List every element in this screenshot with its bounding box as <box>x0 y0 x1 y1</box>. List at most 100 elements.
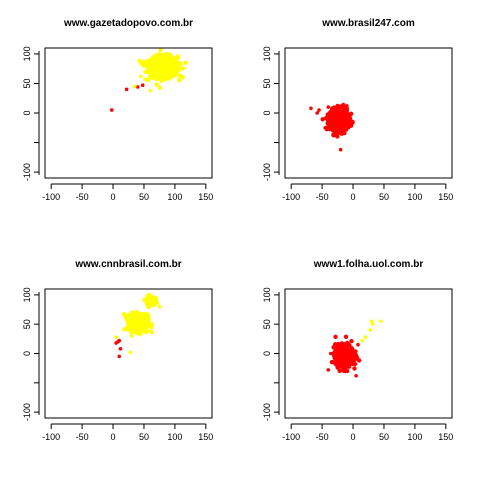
outlier-point <box>345 104 349 108</box>
outlier-point <box>117 354 122 359</box>
data-points <box>326 319 383 378</box>
y-tick-label: -100 <box>262 163 272 181</box>
cluster-point <box>122 327 127 332</box>
cluster-point <box>150 73 155 78</box>
cluster-point <box>183 60 188 65</box>
x-tick-label: 50 <box>379 192 389 202</box>
cluster-point <box>345 121 350 127</box>
cluster-point <box>166 74 171 79</box>
x-tick-label: -50 <box>316 192 329 202</box>
outlier-point <box>356 342 360 347</box>
x-tick-label: 100 <box>167 432 182 442</box>
x-tick-label: -50 <box>76 432 89 442</box>
x-tick-label: 150 <box>438 432 453 442</box>
cluster-point <box>153 55 158 60</box>
outlier-point <box>114 335 118 339</box>
y-axis: -100 0 50 100 <box>22 287 40 421</box>
cluster-point <box>335 346 341 351</box>
cluster-point <box>160 63 165 68</box>
outlier-point <box>328 351 333 356</box>
x-axis: -100 -50 0 50 100 150 <box>42 423 213 442</box>
cluster-point <box>154 82 159 87</box>
cluster-point <box>337 353 342 358</box>
y-tick-label: 50 <box>262 78 272 88</box>
x-tick-label: 0 <box>111 432 116 442</box>
cluster-point <box>165 67 170 73</box>
cluster-point <box>137 327 143 333</box>
cluster-point <box>349 338 354 344</box>
y-tick-label: 50 <box>262 319 272 329</box>
outlier-point <box>315 111 319 115</box>
x-tick-label: 50 <box>139 432 149 442</box>
cluster-point <box>142 297 147 303</box>
cluster-point <box>332 118 337 123</box>
y-tick-label: 0 <box>262 110 272 115</box>
outlier-point <box>148 88 152 93</box>
outlier-point <box>323 125 328 130</box>
outlier-point <box>117 338 122 343</box>
outlier-point <box>317 108 321 112</box>
x-tick-label: 0 <box>351 432 356 442</box>
x-tick-label: -100 <box>42 192 60 202</box>
data-points <box>114 289 162 359</box>
cluster-point <box>356 358 362 363</box>
chart-title: www1.folha.uol.com.br <box>313 259 424 270</box>
plot-frame <box>284 288 453 419</box>
outlier-point <box>354 373 358 378</box>
cluster-point <box>342 130 347 136</box>
cluster-point <box>343 345 348 350</box>
y-tick-label: 0 <box>22 110 32 115</box>
outlier-point <box>369 319 374 324</box>
outlier-point <box>135 85 140 89</box>
outlier-point <box>360 338 365 343</box>
outlier-point <box>326 105 331 109</box>
cluster-point <box>338 104 343 109</box>
y-tick-label: 100 <box>22 287 32 302</box>
x-tick-label: 150 <box>198 432 213 442</box>
y-tick-label: -100 <box>22 163 32 181</box>
cluster-point <box>331 133 336 138</box>
cluster-point <box>340 116 346 121</box>
scatter-panel-4: www1.folha.uol.com.br-100 -50 0 50 100 150-10… <box>262 259 453 442</box>
y-tick-label: 50 <box>22 78 32 88</box>
outlier-point <box>143 77 147 82</box>
outlier-point <box>124 87 129 92</box>
data-points <box>110 48 188 112</box>
cluster-point <box>138 331 143 336</box>
x-tick-label: 150 <box>198 192 213 202</box>
cluster-point <box>332 105 337 110</box>
cluster-point <box>165 52 171 57</box>
cluster-point <box>162 77 167 82</box>
cluster-point <box>154 60 159 65</box>
cluster-point <box>336 359 342 364</box>
x-tick-label: -100 <box>282 192 300 202</box>
scatter-panel-1: www.gazetadopovo.com.br-100 -50 0 50 100 150-… <box>22 18 213 202</box>
cluster-point <box>333 334 338 340</box>
y-tick-label: 100 <box>22 46 32 61</box>
y-tick-label: -100 <box>262 403 272 421</box>
cluster-point <box>134 327 139 333</box>
cluster-point <box>146 68 151 73</box>
x-tick-label: 0 <box>351 192 356 202</box>
cluster-point <box>172 66 177 71</box>
x-tick-label: 150 <box>438 192 453 202</box>
outlier-point <box>140 83 145 88</box>
cluster-point <box>146 297 151 302</box>
x-axis: -100 -50 0 50 100 150 <box>282 183 453 202</box>
x-tick-label: -50 <box>316 432 329 442</box>
cluster-point <box>335 111 341 116</box>
outlier-point <box>110 108 114 112</box>
cluster-point <box>335 128 341 134</box>
cluster-point <box>347 360 352 366</box>
x-tick-label: -100 <box>282 432 300 442</box>
plot-frame <box>44 288 213 419</box>
outlier-point <box>118 347 123 351</box>
y-tick-label: 0 <box>22 351 32 356</box>
cluster-point <box>139 61 144 66</box>
cluster-point <box>145 312 151 317</box>
outlier-point <box>379 319 383 324</box>
cluster-point <box>332 129 337 134</box>
plot-frame <box>44 47 213 179</box>
chart-title: www.gazetadopovo.com.br <box>63 18 193 29</box>
